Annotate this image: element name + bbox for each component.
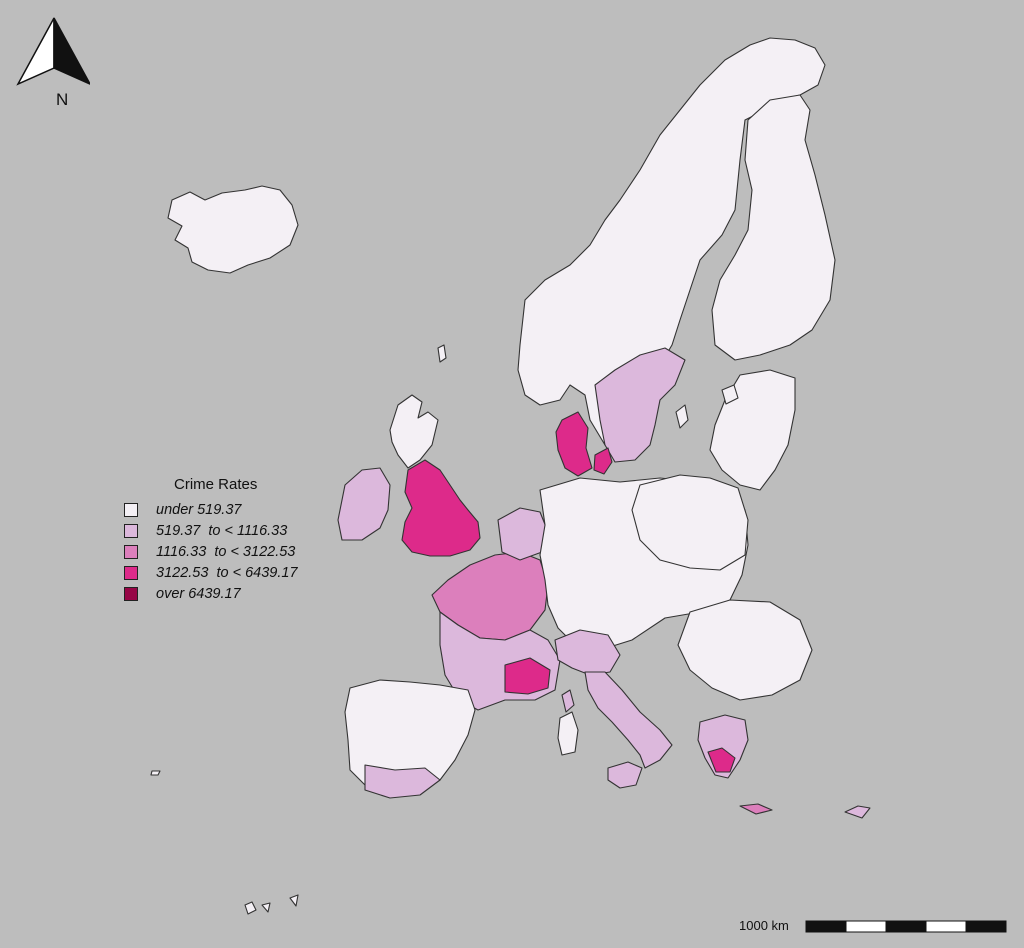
- legend-title: Crime Rates: [174, 476, 258, 493]
- region-gotland: [675, 404, 689, 429]
- region-iberia: [344, 679, 476, 796]
- region-denmark: [555, 411, 593, 477]
- region-iceland: [167, 185, 299, 274]
- legend-swatch: [124, 586, 138, 601]
- legend-swatch: [124, 565, 138, 580]
- legend-row: 1116.33 to < 3122.53: [122, 541, 298, 562]
- legend-row: 519.37 to < 1116.33: [122, 520, 298, 541]
- region-sardinia: [557, 711, 579, 756]
- region-attica: [707, 747, 736, 773]
- region-cyprus: [844, 805, 871, 819]
- region-norway-sweden: [517, 37, 826, 446]
- region-sicily: [607, 761, 643, 789]
- region-balkans: [677, 599, 813, 701]
- legend-swatch: [124, 544, 138, 559]
- legend-row: over 6439.17: [122, 583, 298, 604]
- north-arrow: N: [14, 14, 92, 109]
- region-south-sweden: [594, 347, 686, 463]
- region-baltics: [709, 369, 796, 491]
- legend-swatch: [124, 523, 138, 538]
- legend: Crime Rates under 519.37 519.37 to < 111…: [122, 476, 298, 604]
- region-england-wales: [401, 459, 481, 557]
- legend-label: 519.37 to < 1116.33: [156, 522, 288, 539]
- region-italy-north: [554, 629, 621, 676]
- scale-bar-label: 1000 km: [739, 918, 789, 933]
- region-faroe: [437, 344, 447, 363]
- north-arrow-icon: [16, 17, 92, 86]
- region-corsica: [561, 689, 575, 713]
- legend-label: under 519.37: [156, 501, 242, 518]
- region-finland: [711, 94, 836, 361]
- map-regions: [150, 37, 871, 915]
- legend-row: under 519.37: [122, 499, 298, 520]
- scale-bar: [805, 920, 1007, 933]
- region-provence: [504, 657, 551, 695]
- legend-row: 3122.53 to < 6439.17: [122, 562, 298, 583]
- region-ireland: [337, 467, 391, 541]
- legend-label: over 6439.17: [156, 585, 241, 602]
- region-aland: [721, 384, 739, 405]
- region-poland: [631, 474, 749, 571]
- region-crete: [739, 803, 773, 815]
- region-canary: [244, 894, 299, 915]
- region-scotland: [389, 394, 439, 469]
- region-denmark-islands: [593, 447, 613, 475]
- legend-swatch: [124, 502, 138, 517]
- legend-rows: under 519.37 519.37 to < 1116.33 1116.33…: [122, 499, 298, 604]
- legend-label: 3122.53 to < 6439.17: [156, 564, 298, 581]
- region-italy: [584, 671, 673, 769]
- north-letter: N: [56, 90, 69, 109]
- region-andalusia: [364, 764, 441, 799]
- region-madeira: [150, 770, 161, 776]
- region-greece: [697, 714, 749, 779]
- legend-label: 1116.33 to < 3122.53: [156, 543, 296, 560]
